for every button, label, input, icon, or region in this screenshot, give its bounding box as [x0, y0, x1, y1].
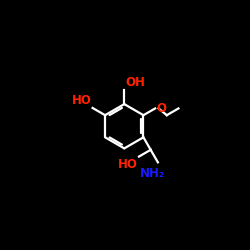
Text: O: O: [156, 102, 166, 115]
Text: NH₂: NH₂: [140, 167, 164, 180]
Text: HO: HO: [72, 94, 92, 107]
Text: OH: OH: [125, 76, 145, 89]
Text: HO: HO: [118, 158, 138, 170]
